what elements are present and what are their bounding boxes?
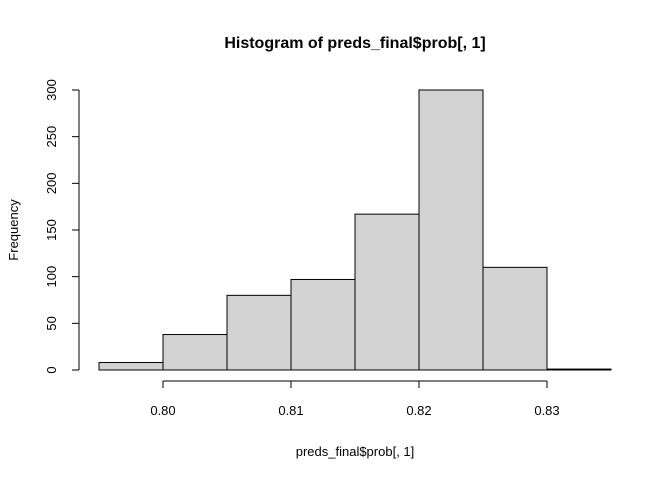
histogram-bar-8: [546, 368, 612, 371]
y-axis-label: Frequency: [6, 199, 21, 261]
histogram-bar-3: [226, 294, 292, 371]
x-tick-label-4: 0.83: [534, 403, 559, 418]
histogram-bar-5: [354, 213, 420, 371]
y-tick-label-3: 100: [44, 266, 59, 288]
y-tick-label-6: 250: [44, 126, 59, 148]
x-tick-label-2: 0.81: [278, 403, 303, 418]
bars-group: [98, 89, 612, 371]
y-tick-label-7: 300: [44, 79, 59, 101]
x-axis: 0.80 0.81 0.82 0.83: [150, 380, 560, 418]
histogram-bar-1: [98, 362, 164, 371]
histogram-bar-6: [418, 89, 484, 371]
y-tick-label-1: 0: [44, 366, 59, 373]
histogram-bar-7: [482, 266, 548, 371]
x-tick-label-3: 0.82: [406, 403, 431, 418]
y-tick-label-4: 150: [44, 219, 59, 241]
x-axis-label: preds_final$prob[, 1]: [296, 444, 415, 459]
histogram-bar-4: [290, 278, 356, 371]
y-axis: 0 50 100 150 200 250 300: [44, 79, 80, 374]
x-tick-label-1: 0.80: [150, 403, 175, 418]
y-tick-label-2: 50: [44, 316, 59, 330]
chart-title: Histogram of preds_final$prob[, 1]: [224, 35, 485, 52]
histogram-bar-2: [162, 334, 228, 371]
y-tick-label-5: 200: [44, 172, 59, 194]
